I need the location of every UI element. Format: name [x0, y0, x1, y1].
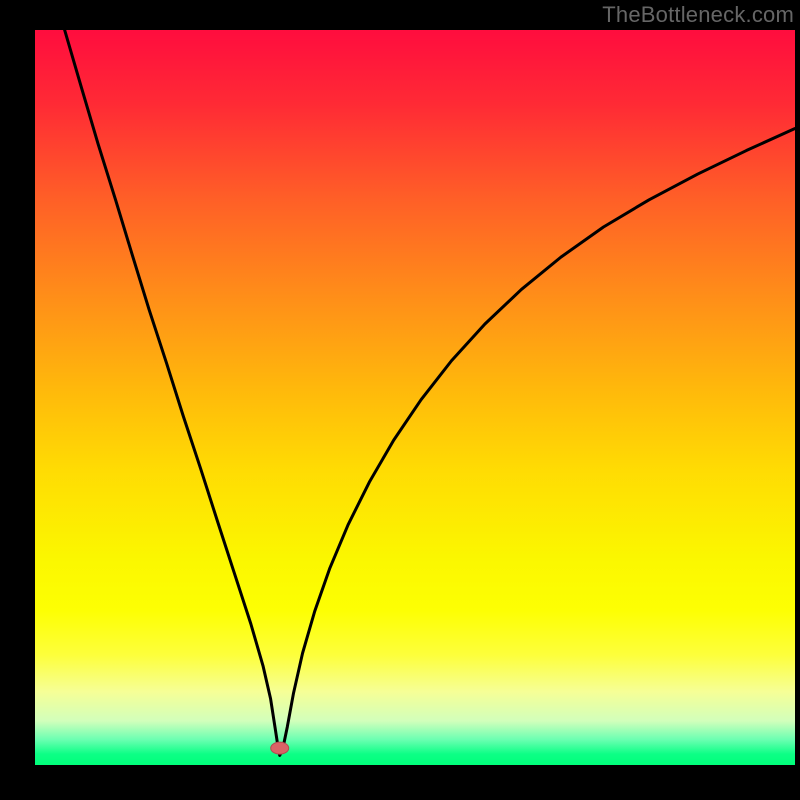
- chart-svg: [35, 30, 795, 765]
- outer-frame: TheBottleneck.com: [0, 0, 800, 800]
- watermark-text: TheBottleneck.com: [602, 2, 794, 28]
- vertex-marker: [271, 742, 289, 754]
- bottleneck-curve: [65, 30, 795, 755]
- chart-plot-area: [35, 30, 795, 765]
